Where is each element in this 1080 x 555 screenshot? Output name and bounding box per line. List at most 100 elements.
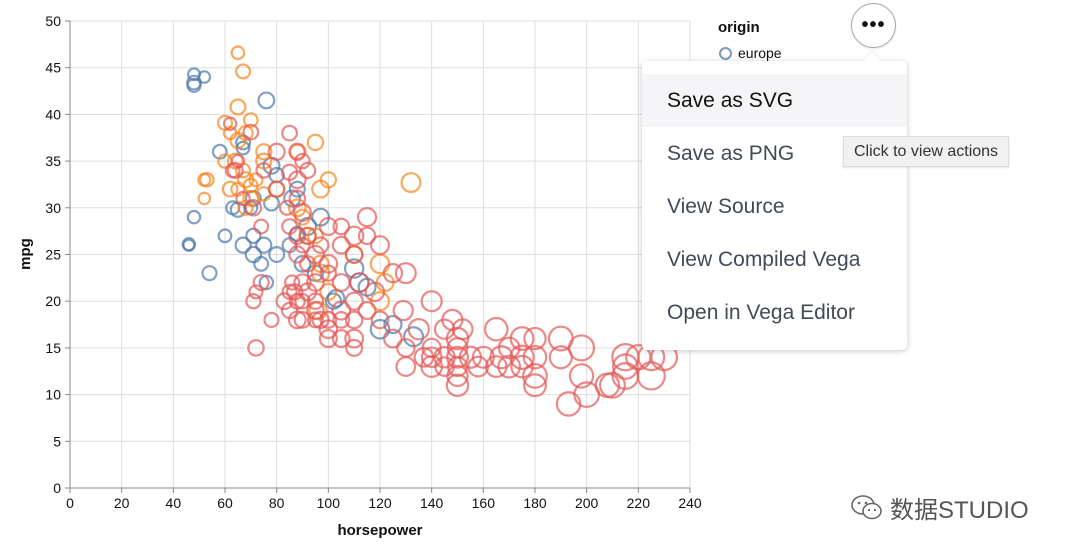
data-point-japan [243,112,259,128]
data-point-usa [275,292,294,311]
data-point-usa [510,354,534,379]
legend-label: europe [738,45,782,61]
data-point-europe [293,254,312,273]
watermark-text: 数据STUDIO [890,497,1029,524]
data-point-usa [299,255,317,273]
data-point-europe [197,70,212,84]
data-point-usa [331,273,351,292]
data-point-usa [497,354,522,379]
data-point-europe [283,189,302,208]
data-point-usa [222,116,238,131]
ellipsis-icon: ••• [861,14,886,36]
data-point-usa [287,310,307,330]
wechat-icon [851,494,882,519]
x-tick-label: 100 [317,495,341,511]
x-tick-label: 20 [114,495,130,511]
data-point-usa [263,311,280,328]
y-axis-title: mpg [17,238,34,270]
data-point-japan [237,199,254,216]
data-point-usa [331,300,352,321]
menu-item-save-png[interactable]: Save as PNG [667,142,795,165]
data-point-usa [331,235,351,255]
data-point-usa [395,356,417,377]
data-point-usa [523,373,547,398]
x-tick-label: 40 [166,495,182,511]
data-point-usa [248,284,264,300]
data-point-usa [522,344,548,370]
data-point-usa [298,226,317,245]
menu-item-view-source[interactable]: View Source [667,195,785,218]
data-point-usa [281,124,298,142]
data-point-usa [247,339,265,357]
data-point-usa [332,311,351,329]
y-tick-label: 50 [45,13,61,29]
data-point-europe [181,237,197,252]
data-point-japan [306,133,325,152]
data-point-usa [451,318,474,341]
y-tick-label: 30 [45,200,61,216]
data-point-usa [306,273,325,292]
data-point-usa [253,218,270,235]
data-point-japan [197,191,212,206]
data-point-usa [284,274,301,291]
points [181,45,679,417]
data-point-japan [230,45,246,61]
data-point-japan [199,172,215,188]
x-tick-label: 120 [368,495,392,511]
data-point-usa [318,329,338,349]
data-point-japan [221,180,239,198]
data-point-europe [234,236,252,254]
data-point-usa [523,326,547,351]
data-point-usa [299,161,317,180]
actions-menu: Save as SVG Save as PNG View Source View… [642,61,907,350]
data-point-usa [612,353,639,380]
data-point-usa [255,162,273,179]
data-point-usa [226,161,244,179]
data-point-europe [343,258,365,279]
data-point-japan [287,198,307,218]
data-point-usa [382,262,404,284]
x-axis-title: horsepower [337,522,422,539]
axes: 0 20 40 60 80 100 120 140 160 180 200 220 240 0 5 10 15 2… [45,13,701,511]
data-point-japan [400,172,422,194]
data-point-japan [319,282,338,301]
x-tick-label: 240 [678,495,702,511]
data-point-usa [311,236,330,255]
x-tick-label: 60 [217,495,233,511]
data-point-europe [288,180,306,198]
data-point-usa [420,290,443,313]
data-point-japan [255,152,273,170]
menu-item-view-compiled-vega[interactable]: View Compiled Vega [667,248,861,271]
data-point-usa [318,253,339,274]
data-point-usa [288,292,306,310]
data-point-usa [306,301,325,320]
data-point-usa [555,391,582,417]
menu-item-open-vega-editor[interactable]: Open in Vega Editor [667,301,855,324]
data-point-europe [217,228,233,244]
menu-item-save-svg[interactable]: Save as SVG [642,74,907,127]
y-tick-label: 5 [53,433,61,449]
x-tick-label: 80 [269,495,285,511]
data-point-usa [287,170,307,190]
data-point-europe [253,255,270,272]
data-point-usa [278,199,296,216]
data-point-japan [235,63,252,80]
data-point-usa [446,364,469,388]
data-point-usa [318,319,339,340]
data-point-japan [306,227,324,245]
data-point-usa [267,180,286,198]
data-point-usa [306,292,325,310]
actions-button[interactable]: ••• [851,3,896,48]
data-point-usa [509,344,535,370]
data-point-usa [356,207,378,228]
data-point-usa [318,216,338,237]
data-point-usa [288,245,307,264]
data-point-usa [344,310,364,330]
data-point-usa [383,328,403,349]
data-point-usa [332,217,351,236]
data-point-usa [369,235,391,256]
data-point-japan [229,98,247,116]
y-tick-label: 45 [45,60,61,76]
data-point-usa [343,225,365,247]
